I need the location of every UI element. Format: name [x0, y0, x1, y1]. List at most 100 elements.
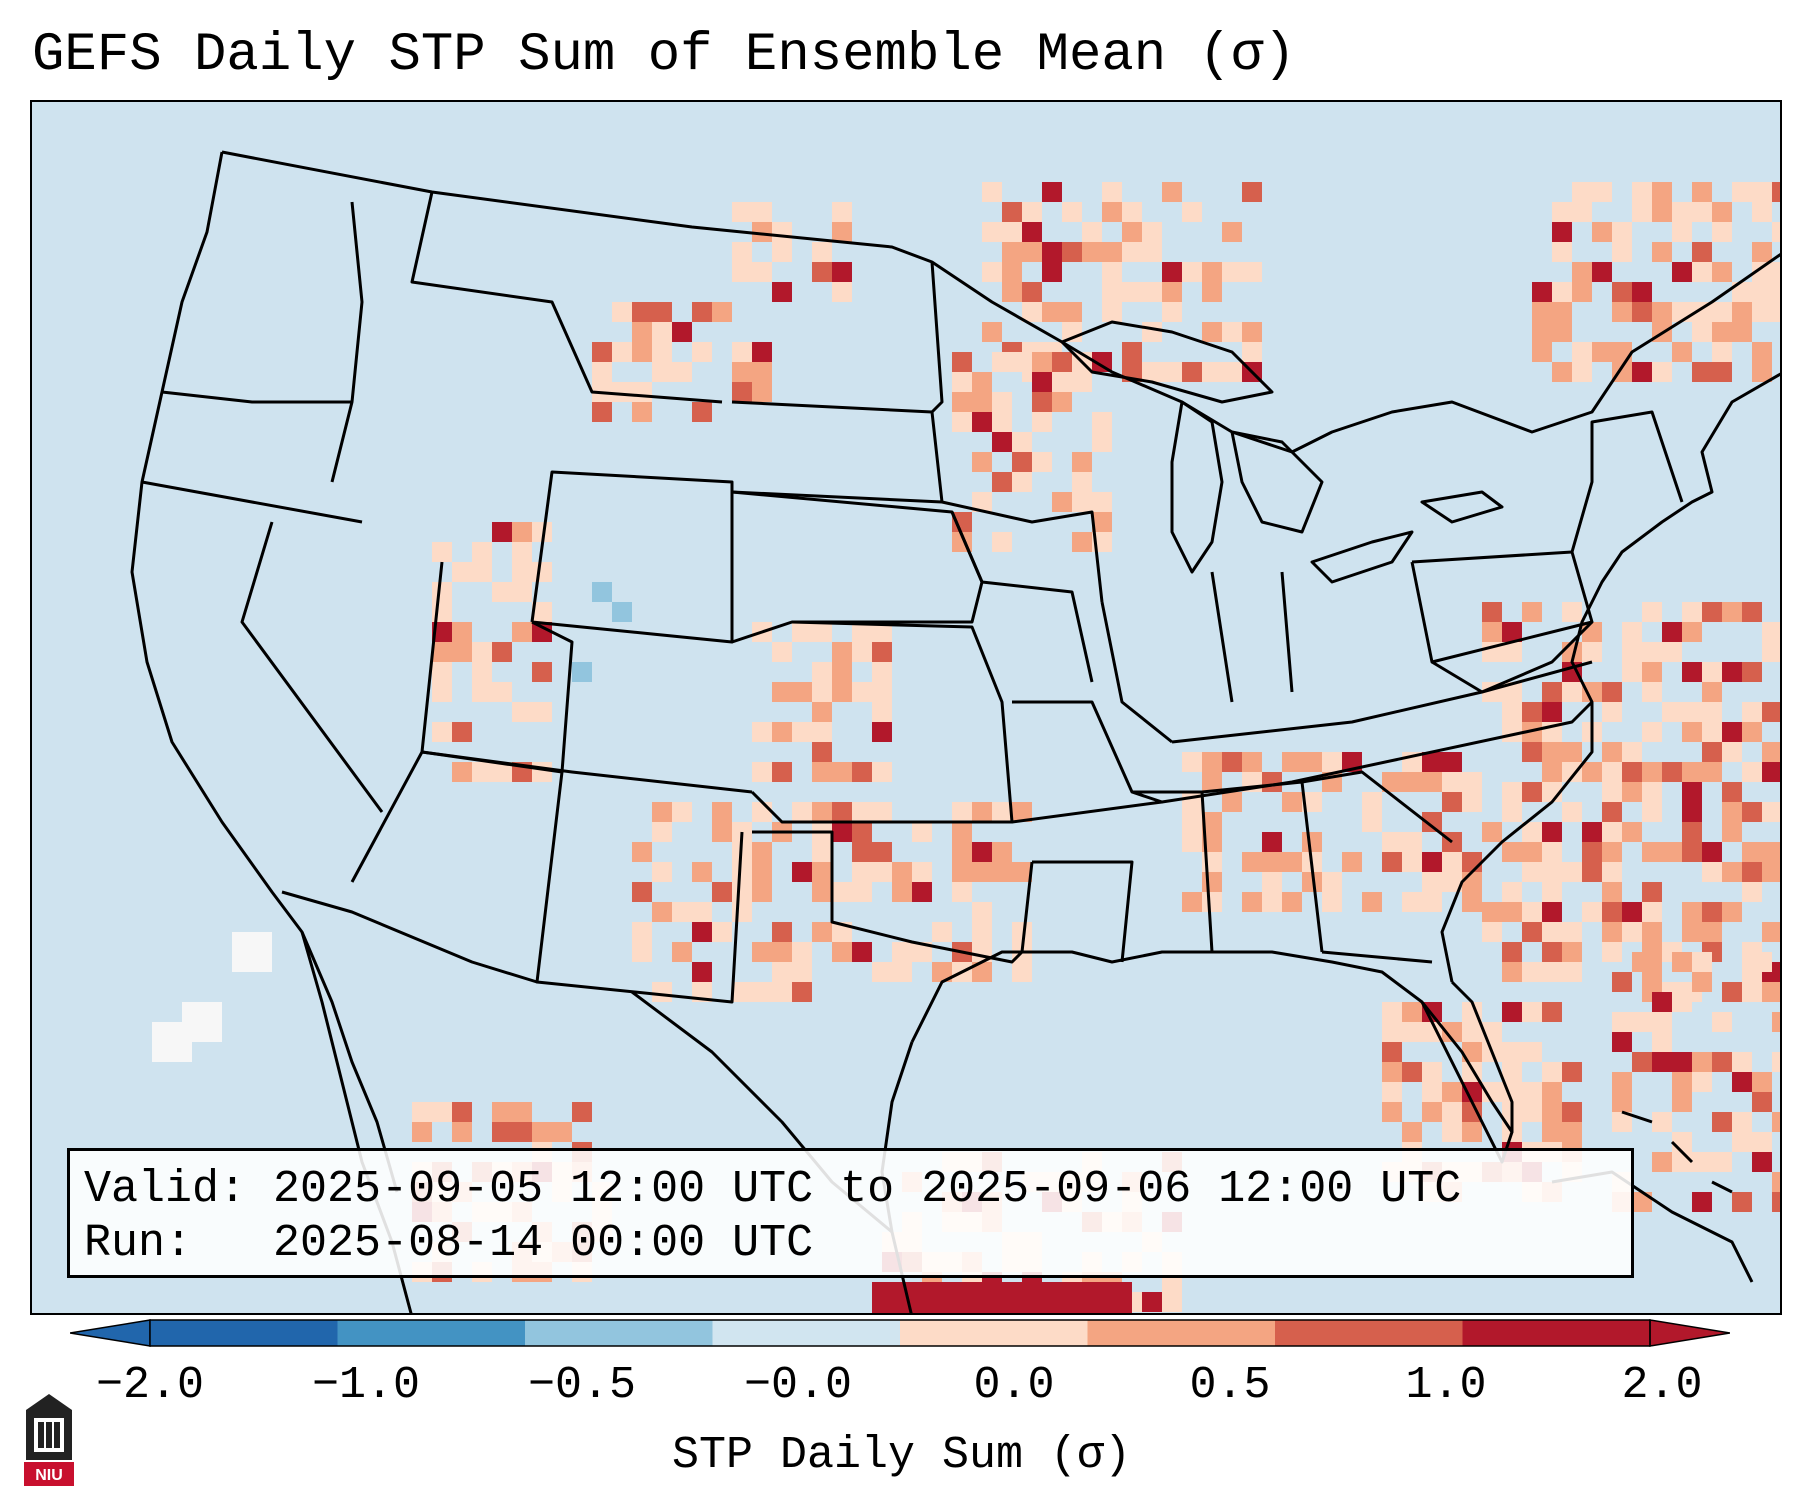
stp-cell	[1482, 922, 1502, 942]
stp-cell	[492, 582, 512, 602]
stp-cell	[812, 682, 832, 702]
stp-cell	[1712, 322, 1732, 342]
stp-cell	[1602, 782, 1622, 802]
stp-cell	[712, 922, 732, 942]
stp-cell	[1162, 302, 1182, 322]
stp-cell	[1382, 1022, 1402, 1042]
stp-cell	[1482, 602, 1502, 622]
stp-cell	[1282, 792, 1302, 812]
stp-cell	[1712, 1012, 1732, 1032]
stp-cell	[1732, 1052, 1752, 1072]
stp-cell	[1682, 602, 1702, 622]
stp-cell	[1622, 762, 1642, 782]
stp-cell	[1672, 342, 1692, 362]
lake-ontario	[1420, 490, 1504, 524]
stp-cell	[1742, 702, 1762, 722]
stp-cell	[652, 342, 672, 362]
stp-cell	[1572, 282, 1592, 302]
stp-cell	[1442, 1082, 1462, 1102]
stp-cell	[1062, 302, 1082, 322]
stp-cell	[732, 382, 752, 402]
stp-cell	[1302, 832, 1322, 852]
stp-cell	[792, 802, 812, 822]
stp-cell	[692, 342, 712, 362]
stp-cell	[1042, 182, 1062, 202]
stp-cell	[1442, 752, 1462, 772]
stp-cell	[1362, 792, 1382, 812]
stp-cell	[1642, 882, 1662, 902]
stp-cell	[1642, 842, 1662, 862]
stp-cell	[1702, 902, 1722, 922]
stp-cell	[652, 302, 672, 322]
stp-cell	[1572, 262, 1592, 282]
stp-cell	[1722, 742, 1742, 762]
stp-cell	[1462, 772, 1482, 792]
stp-cell	[1222, 322, 1242, 342]
stp-cell	[1502, 1062, 1522, 1082]
stp-cell	[972, 842, 992, 862]
stp-cell	[1262, 772, 1282, 792]
stp-cell	[692, 962, 712, 982]
stp-cell	[1542, 702, 1562, 722]
stp-cell	[852, 842, 872, 862]
stp-cell	[1612, 972, 1632, 992]
stp-cell	[1012, 802, 1032, 822]
stp-cell	[972, 492, 992, 512]
stp-cell	[852, 882, 872, 902]
stp-cell	[1522, 922, 1542, 942]
stp-cell	[1422, 1102, 1442, 1122]
state-line-ne	[731, 490, 984, 644]
stp-cell	[1072, 492, 1092, 512]
stp-cell	[1712, 262, 1732, 282]
stp-cell	[792, 682, 812, 702]
stp-cell	[1602, 942, 1622, 962]
stp-cell	[1122, 222, 1142, 242]
stp-cell	[1662, 762, 1682, 782]
stp-cell	[1522, 962, 1542, 982]
stp-cell	[972, 452, 992, 472]
stp-cell	[1622, 822, 1642, 842]
stp-cell	[1752, 302, 1772, 322]
stp-cell	[972, 902, 992, 922]
stp-cell	[1012, 862, 1032, 882]
stp-cell	[1092, 512, 1112, 532]
stp-cell	[792, 962, 812, 982]
stp-cell	[1502, 682, 1522, 702]
stp-cell	[1562, 1062, 1582, 1082]
stp-cell	[492, 522, 512, 542]
stp-cell	[1032, 372, 1052, 392]
stp-cell	[452, 762, 472, 782]
stp-cell	[1732, 1112, 1752, 1132]
stp-cell	[492, 762, 512, 782]
state-line-mt-wy	[410, 191, 723, 404]
stp-cell	[1602, 922, 1622, 942]
state-line-mo-ar	[1011, 700, 1164, 824]
stp-cell	[632, 402, 652, 422]
stp-cell	[1682, 622, 1702, 642]
stp-cell	[612, 302, 632, 322]
stp-cell	[1222, 262, 1242, 282]
stp-cell	[1522, 902, 1542, 922]
stp-cell	[1422, 1062, 1442, 1082]
stp-cell	[1752, 1092, 1772, 1112]
stp-cell	[982, 222, 1002, 242]
stp-cell	[1712, 222, 1732, 242]
stp-cell	[1742, 722, 1762, 742]
stp-cell	[1522, 782, 1542, 802]
stp-cell	[832, 202, 852, 222]
stp-cell	[1562, 962, 1582, 982]
stp-cell	[1222, 362, 1242, 382]
stp-cell	[1572, 362, 1592, 382]
run-label: Run:	[84, 1218, 193, 1269]
stp-cell	[692, 862, 712, 882]
stp-cell	[792, 722, 812, 742]
stp-cell	[1502, 642, 1522, 662]
stp-cell	[852, 642, 872, 662]
stp-cell	[1752, 342, 1772, 362]
stp-cell	[992, 532, 1012, 552]
stp-cell	[1052, 372, 1072, 392]
state-line-4corners	[421, 750, 753, 794]
stp-cell	[832, 762, 852, 782]
stp-cell	[1072, 472, 1092, 492]
stp-cell	[932, 922, 952, 942]
